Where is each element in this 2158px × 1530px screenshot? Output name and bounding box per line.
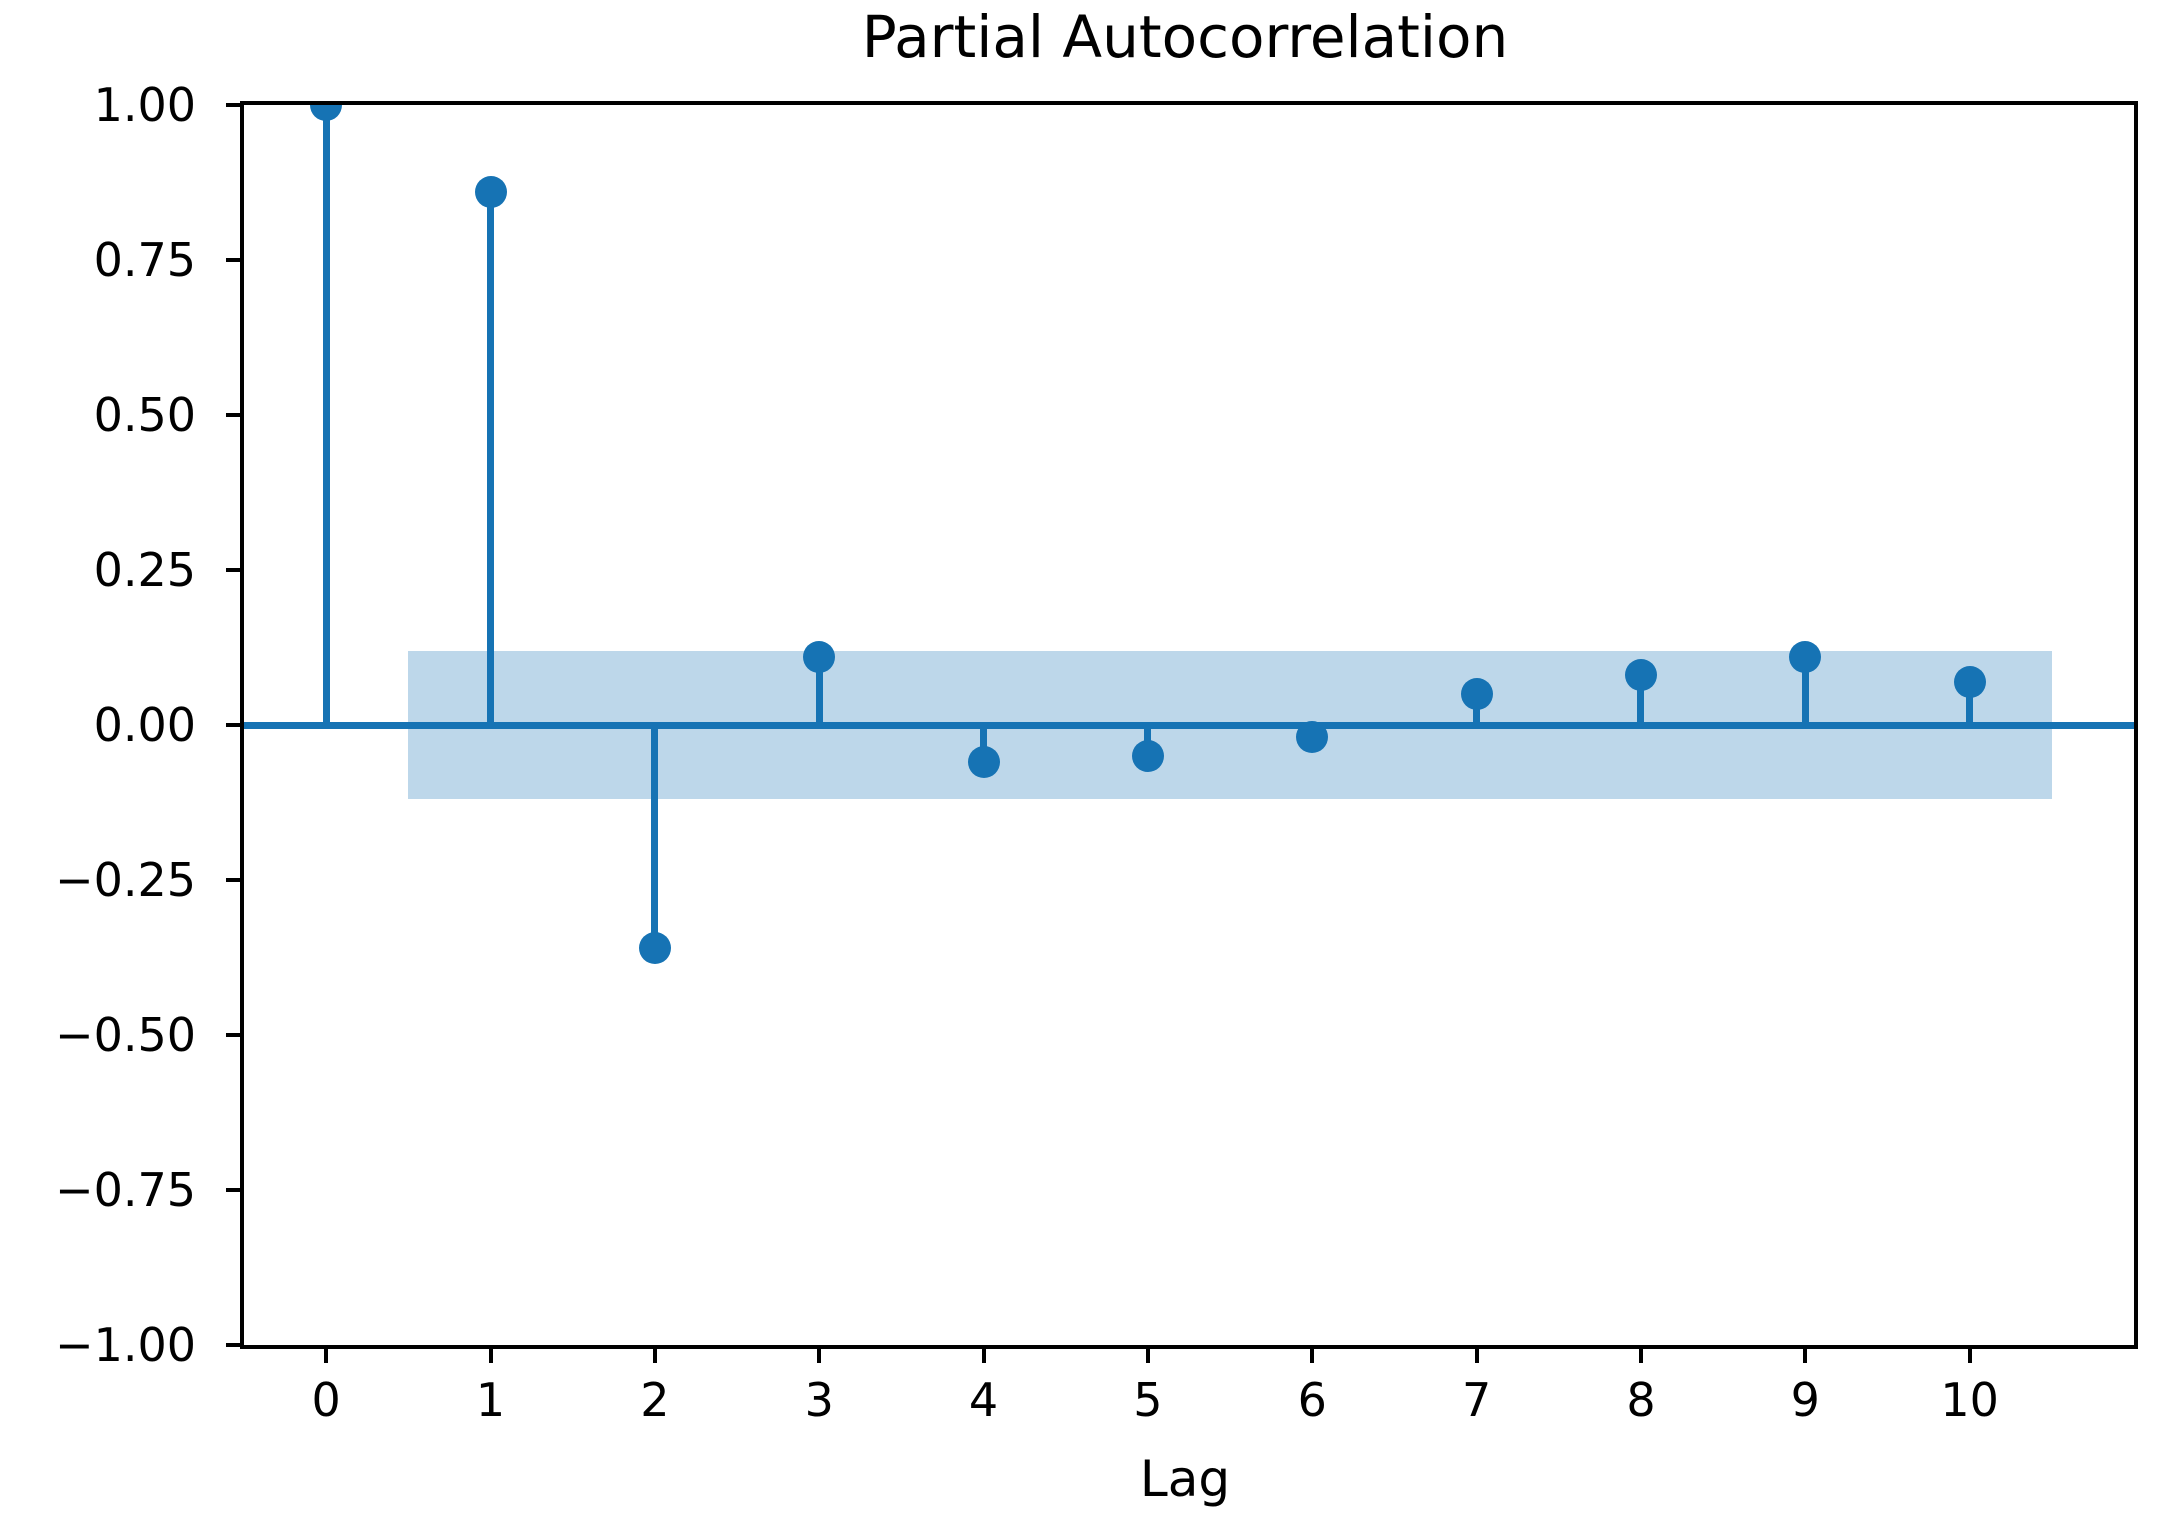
x-tick-label: 1 [475,1373,506,1427]
stem-lag-2 [651,725,659,949]
marker-lag-0 [310,105,343,121]
y-tick-label: 0.50 [93,388,196,442]
x-tick [981,1349,986,1363]
marker-lag-4 [967,746,1000,779]
x-tick [1638,1349,1643,1363]
marker-lag-5 [1131,740,1164,772]
y-tick [226,1033,240,1037]
stem-lag-10 [1966,681,1974,725]
y-tick-label: 0.25 [93,543,196,597]
stem-lag-9 [1801,656,1809,725]
x-tick-label: 5 [1133,1373,1163,1427]
y-tick [226,723,240,727]
x-tick-label: 0 [311,1373,341,1427]
zero-baseline [244,721,2134,729]
x-tick-label: 8 [1626,1373,1656,1427]
x-tick [324,1349,329,1363]
chart-title: Partial Autocorrelation [861,3,1509,71]
y-tick-label: −1.00 [55,1318,196,1372]
plot-area [240,101,2138,1349]
marker-lag-8 [1624,659,1657,692]
x-tick [488,1349,493,1363]
stem-lag-0 [322,105,330,725]
x-tick-label: 6 [1297,1373,1327,1427]
y-tick [226,1188,240,1192]
x-tick-label: 3 [804,1373,834,1427]
marker-lag-6 [1296,721,1329,754]
marker-lag-10 [1953,665,1986,698]
y-tick-label: −0.50 [55,1008,196,1062]
y-tick [226,258,240,262]
x-tick-label: 2 [640,1373,670,1427]
y-tick [226,413,240,417]
marker-lag-7 [1460,678,1493,710]
marker-lag-2 [638,932,671,965]
y-tick [226,878,240,882]
stem-lag-8 [1637,675,1645,725]
y-tick-label: 0.75 [93,233,196,287]
stem-lag-4 [980,725,988,763]
x-tick [1145,1349,1150,1363]
x-tick-label: 10 [1940,1373,1999,1427]
x-tick [1474,1349,1479,1363]
y-tick-label: 0.00 [93,698,196,752]
x-tick [1310,1349,1315,1363]
x-tick [817,1349,822,1363]
y-tick-label: −0.75 [55,1163,196,1217]
y-tick [226,568,240,572]
x-tick-label: 7 [1461,1373,1492,1427]
x-axis-label: Lag [1139,1450,1231,1508]
x-tick [1803,1349,1808,1363]
y-tick [226,1343,240,1347]
x-tick [1967,1349,1972,1363]
marker-lag-1 [474,175,507,208]
marker-lag-3 [803,640,836,673]
marker-lag-9 [1789,640,1822,673]
y-tick-label: 1.00 [93,78,196,132]
x-tick-label: 9 [1790,1373,1820,1427]
stem-lag-1 [487,191,495,725]
y-tick [226,103,240,107]
y-tick-label: −0.25 [55,853,196,907]
x-tick [652,1349,657,1363]
stem-lag-3 [815,656,823,725]
x-tick-label: 4 [968,1373,999,1427]
